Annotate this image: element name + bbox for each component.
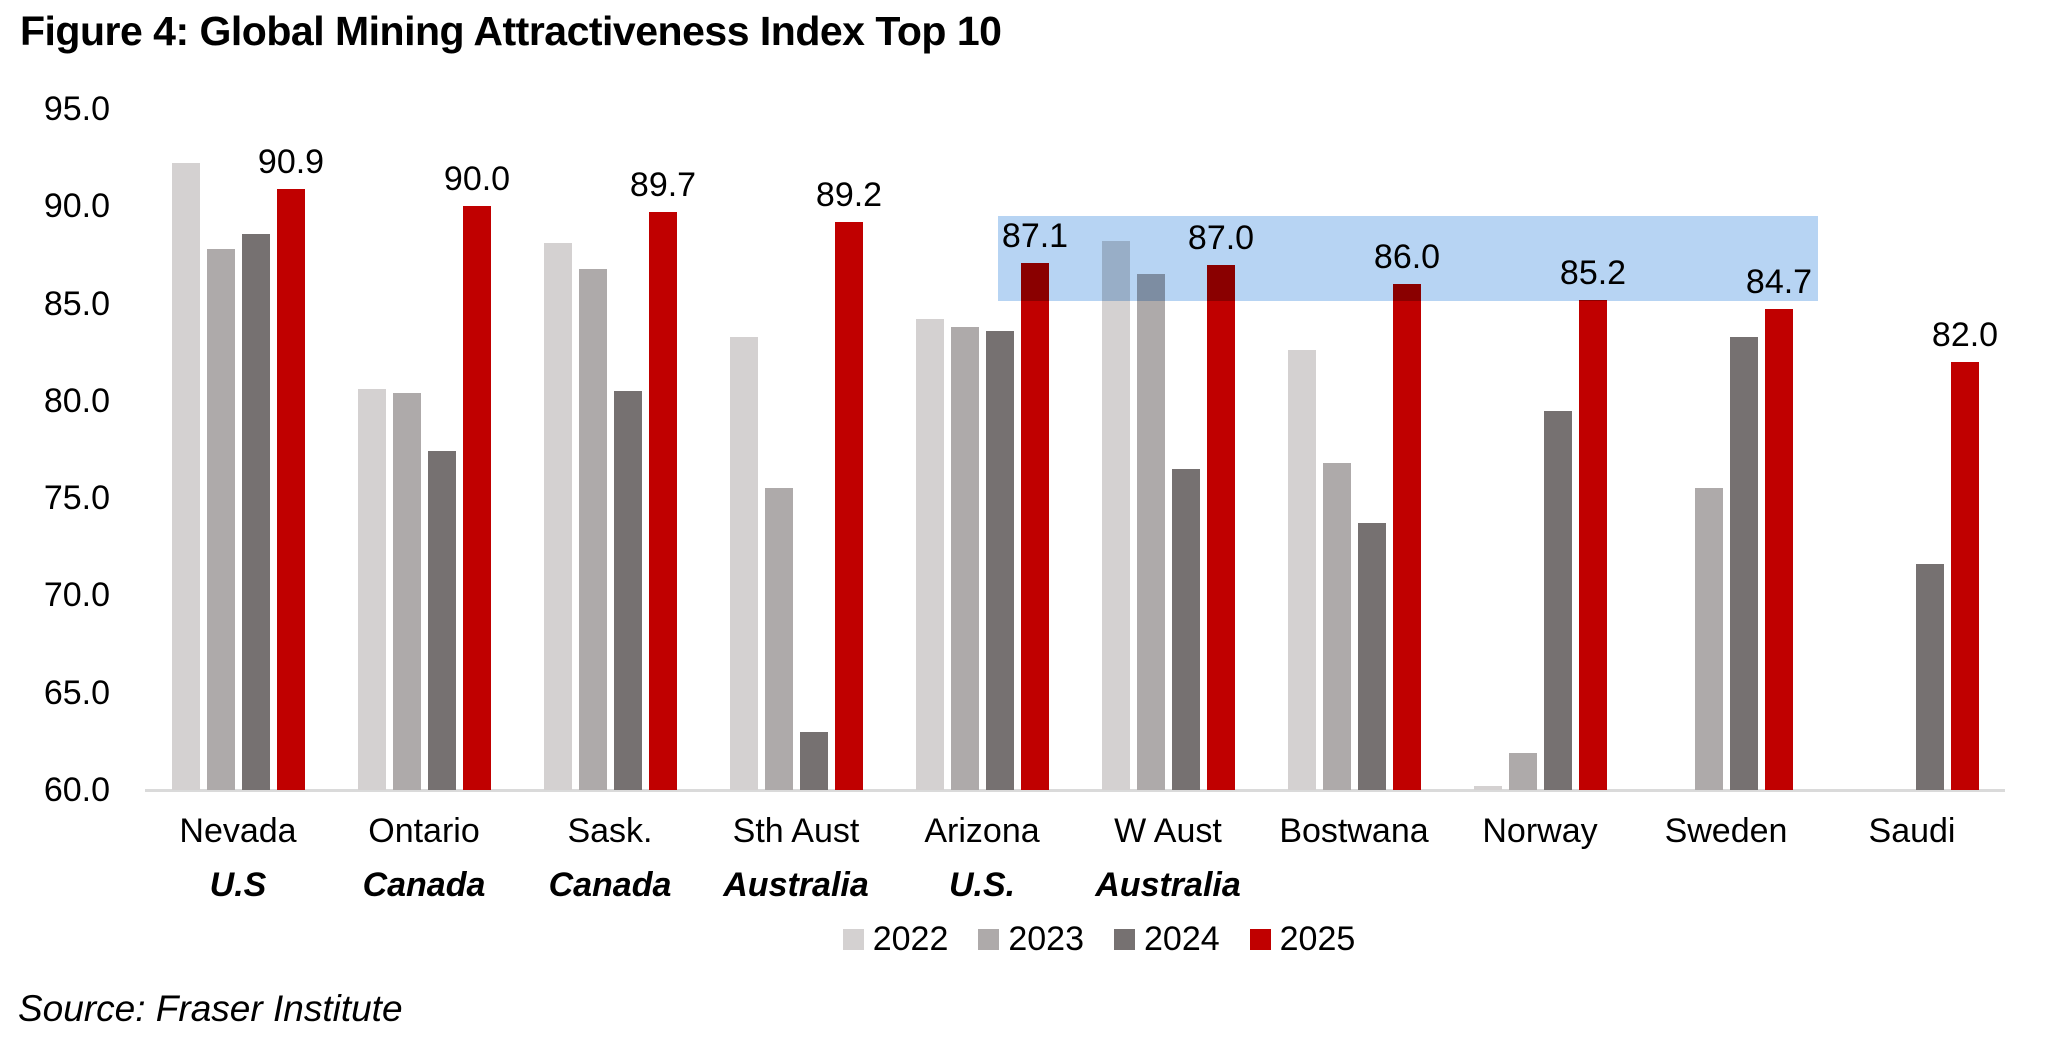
country-label-w-aust: Australia bbox=[1095, 866, 1241, 904]
bar-2024-ontario bbox=[428, 451, 456, 790]
source-note: Source: Fraser Institute bbox=[18, 988, 403, 1029]
country-label-sask: Canada bbox=[548, 866, 672, 904]
y-axis-tick-label: 95.0 bbox=[43, 90, 110, 128]
country-label-ontario: Canada bbox=[362, 866, 486, 904]
chart-legend: 2022 2023 2024 2025 bbox=[150, 922, 2048, 956]
bar-2023-arizona bbox=[951, 327, 979, 790]
bar-2023-sweden bbox=[1695, 488, 1723, 790]
legend-item-2025: 2025 bbox=[1249, 920, 1356, 958]
legend-swatch-2023 bbox=[978, 928, 1000, 950]
legend-item-2024: 2024 bbox=[1114, 922, 1220, 956]
bar-2025-ontario bbox=[463, 206, 491, 790]
bar-2025-sth-aust bbox=[835, 222, 863, 790]
category-label-sweden: Sweden bbox=[1664, 812, 1788, 850]
bar-2024-saudi bbox=[1916, 564, 1944, 790]
country-label-sth-aust: Australia bbox=[723, 866, 869, 904]
bar-2024-sask bbox=[614, 391, 642, 790]
country-label-arizona: U.S. bbox=[948, 866, 1016, 904]
bar-2025-sweden bbox=[1765, 309, 1793, 790]
highlight-band bbox=[998, 216, 1818, 301]
bar-value-label: 85.2 bbox=[1559, 254, 1627, 292]
bar-2022-bostwana bbox=[1288, 350, 1316, 790]
legend-item-2022: 2022 bbox=[842, 920, 949, 958]
category-label-bostwana: Bostwana bbox=[1279, 812, 1429, 850]
y-axis-tick-label: 80.0 bbox=[43, 381, 110, 420]
bar-2024-w-aust bbox=[1172, 469, 1200, 790]
category-label-arizona: Arizona bbox=[924, 812, 1040, 850]
bar-value-label: 90.0 bbox=[443, 160, 511, 198]
legend-label-2024: 2024 bbox=[1144, 920, 1220, 958]
legend-label-2025: 2025 bbox=[1279, 920, 1356, 958]
category-label-nevada: Nevada bbox=[179, 812, 297, 850]
bar-2022-sth-aust bbox=[730, 337, 758, 790]
bar-2025-w-aust bbox=[1207, 265, 1235, 790]
category-label-saudi: Saudi bbox=[1868, 812, 1956, 850]
bar-2025-bostwana bbox=[1393, 284, 1421, 790]
bar-value-label: 84.7 bbox=[1745, 263, 1813, 301]
bar-2022-norway bbox=[1474, 786, 1502, 790]
legend-swatch-2025 bbox=[1249, 928, 1271, 950]
bar-2023-nevada bbox=[207, 249, 235, 790]
bar-2022-ontario bbox=[358, 389, 386, 790]
y-axis-tick-label: 90.0 bbox=[43, 187, 110, 226]
y-axis-tick-label: 65.0 bbox=[43, 673, 110, 712]
bar-2025-arizona bbox=[1021, 263, 1049, 790]
bar-2022-arizona bbox=[916, 319, 944, 790]
category-label-w-aust: W Aust bbox=[1114, 812, 1222, 850]
legend-label-2023: 2023 bbox=[1008, 920, 1084, 958]
y-axis-tick-label: 70.0 bbox=[43, 576, 110, 615]
bar-2024-sweden bbox=[1730, 337, 1758, 790]
bar-2023-sth-aust bbox=[765, 488, 793, 790]
category-label-ontario: Ontario bbox=[368, 812, 480, 850]
bar-2024-bostwana bbox=[1358, 523, 1386, 790]
bar-2024-arizona bbox=[986, 331, 1014, 790]
bar-2025-sask bbox=[649, 212, 677, 790]
bar-value-label: 86.0 bbox=[1373, 238, 1441, 276]
legend-swatch-2022 bbox=[842, 928, 864, 950]
legend-label-2022: 2022 bbox=[872, 920, 949, 958]
bar-value-label: 82.0 bbox=[1931, 316, 1999, 354]
y-axis-tick-label: 75.0 bbox=[43, 479, 110, 518]
bar-2022-sask bbox=[544, 243, 572, 790]
y-axis-tick-label: 60.0 bbox=[43, 771, 110, 809]
x-axis-line bbox=[145, 789, 2005, 792]
category-label-norway: Norway bbox=[1482, 812, 1598, 850]
chart-title: Figure 4: Global Mining Attractiveness I… bbox=[20, 8, 1002, 54]
bar-2023-ontario bbox=[393, 393, 421, 790]
country-label-nevada: U.S bbox=[209, 866, 267, 904]
bar-2022-w-aust bbox=[1102, 241, 1130, 790]
bar-2025-norway bbox=[1579, 300, 1607, 790]
category-label-sask: Sask. bbox=[567, 812, 653, 850]
bar-2023-w-aust bbox=[1137, 274, 1165, 790]
bar-value-label: 90.9 bbox=[257, 143, 325, 181]
bar-2023-sask bbox=[579, 269, 607, 790]
legend-item-2023: 2023 bbox=[978, 922, 1084, 956]
bar-2024-norway bbox=[1544, 411, 1572, 790]
legend-swatch-2024 bbox=[1114, 928, 1135, 950]
bar-value-label: 87.1 bbox=[1001, 217, 1069, 255]
bar-2024-nevada bbox=[242, 234, 270, 790]
y-axis-tick-label: 85.0 bbox=[43, 284, 110, 323]
bar-value-label: 87.0 bbox=[1187, 219, 1255, 257]
bar-2025-saudi bbox=[1951, 362, 1979, 790]
bar-2023-norway bbox=[1509, 753, 1537, 790]
bar-2023-bostwana bbox=[1323, 463, 1351, 790]
bar-value-label: 89.7 bbox=[629, 166, 697, 204]
bar-value-label: 89.2 bbox=[815, 176, 883, 214]
category-label-sth-aust: Sth Aust bbox=[732, 812, 860, 850]
bar-2025-nevada bbox=[277, 189, 305, 790]
bar-2024-sth-aust bbox=[800, 732, 828, 790]
bar-2022-nevada bbox=[172, 163, 200, 790]
